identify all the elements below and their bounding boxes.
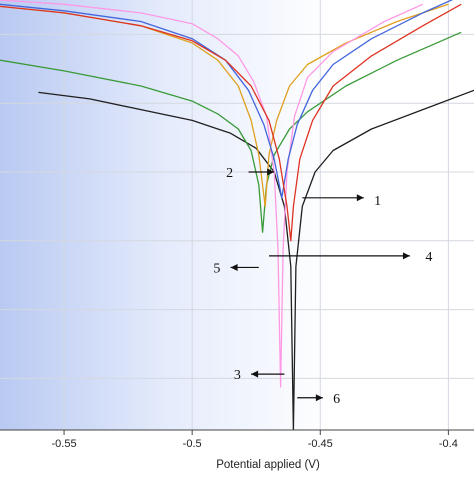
annotation-label: 2 bbox=[226, 166, 233, 181]
series-line-3 bbox=[0, 3, 449, 208]
annotation-arrowhead bbox=[315, 394, 323, 402]
x-axis-title: Potential applied (V) bbox=[216, 459, 320, 471]
annotation-1: 1 bbox=[302, 194, 381, 209]
series-line-1 bbox=[38, 89, 474, 430]
series-line-2 bbox=[0, 31, 462, 233]
annotation-label: 1 bbox=[374, 194, 381, 209]
x-tick-label: -0.55 bbox=[52, 438, 77, 450]
annotation-label: 6 bbox=[333, 392, 340, 407]
annotation-4: 4 bbox=[269, 250, 432, 265]
annotation-3: 3 bbox=[234, 368, 285, 383]
annotation-label: 4 bbox=[425, 250, 432, 265]
annotation-arrowhead bbox=[356, 194, 364, 202]
x-tick-label: -0.45 bbox=[308, 438, 333, 450]
series-line-5 bbox=[0, 0, 454, 199]
annotation-label: 5 bbox=[213, 261, 220, 276]
series-layer bbox=[0, 0, 474, 430]
annotation-layer: 1 2 3 4 5 6 bbox=[213, 166, 432, 407]
series-line-6 bbox=[0, 3, 462, 242]
annotation-arrowhead bbox=[267, 168, 275, 176]
x-tick-label: -0.5 bbox=[183, 438, 202, 450]
x-tick-label: -0.4 bbox=[439, 438, 458, 450]
annotation-label: 3 bbox=[234, 368, 241, 383]
annotation-5: 5 bbox=[213, 261, 259, 276]
plot-background bbox=[0, 0, 474, 430]
annotation-arrowhead bbox=[251, 370, 259, 378]
grid-layer bbox=[0, 0, 474, 430]
annotation-arrowhead bbox=[230, 263, 238, 271]
series-line-4 bbox=[0, 0, 424, 388]
annotation-6: 6 bbox=[297, 392, 340, 407]
tick-layer: -0.55 -0.5 -0.45 -0.4 bbox=[52, 430, 458, 450]
annotation-arrowhead bbox=[402, 252, 410, 260]
annotation-2: 2 bbox=[226, 166, 275, 181]
